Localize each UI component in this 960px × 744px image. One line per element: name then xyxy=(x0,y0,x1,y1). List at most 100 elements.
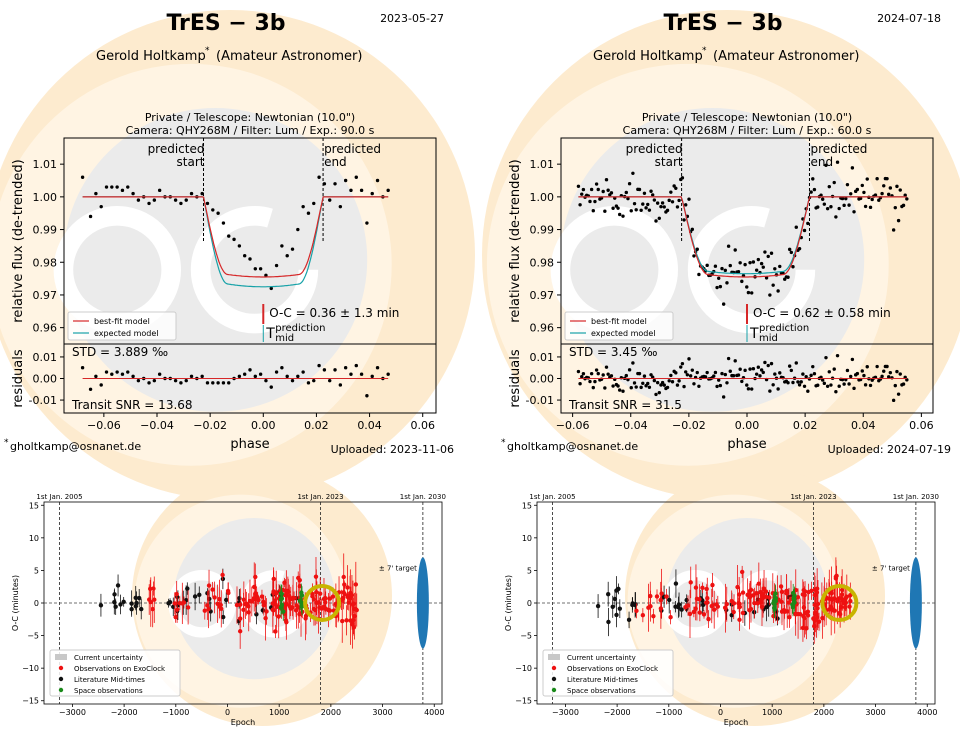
residual-point xyxy=(126,370,130,374)
residual-point xyxy=(624,373,628,378)
residual-point xyxy=(763,360,767,365)
flux-point xyxy=(634,208,638,212)
flux-point xyxy=(674,186,678,191)
telescope-line: Private / Telescope: Newtonian (10.0") xyxy=(145,111,355,124)
oc-text: O-C = 0.36 ± 1.3 min xyxy=(269,306,399,320)
flux-point xyxy=(662,205,666,209)
residual-point xyxy=(301,370,305,374)
exoclock-point xyxy=(651,613,656,619)
flux-point xyxy=(718,284,723,289)
residual-point xyxy=(173,378,178,383)
exoclock-point xyxy=(273,602,278,607)
x-tick-label: 0.04 xyxy=(357,419,382,432)
oc-y-tick-label: 15 xyxy=(29,501,39,510)
flux-point xyxy=(748,260,752,265)
oc-legend-label: Observations on ExoClock xyxy=(74,665,166,673)
target-label: ± 7' target xyxy=(379,564,417,572)
oc-x-tick-label: 0 xyxy=(718,708,723,717)
flux-point xyxy=(860,183,864,188)
residual-point xyxy=(375,366,380,370)
oc-y-tick-label: −5 xyxy=(520,632,532,641)
residual-point xyxy=(860,369,864,373)
residual-point xyxy=(665,385,670,390)
exoclock-point xyxy=(812,624,817,629)
flux-point xyxy=(713,264,718,268)
flux-point xyxy=(751,260,756,264)
flux-point xyxy=(670,200,675,204)
flux-point xyxy=(740,279,744,284)
flux-point xyxy=(669,190,673,194)
legend-best-fit-label: best-fit model xyxy=(94,317,150,326)
flux-point xyxy=(642,191,647,195)
flux-point xyxy=(761,265,765,269)
legend-literature-swatch xyxy=(58,676,64,682)
oc-x-tick-label: 4000 xyxy=(917,708,937,717)
flux-point xyxy=(750,291,754,295)
exoclock-point xyxy=(341,590,346,595)
residual-point xyxy=(837,384,841,388)
residual-point xyxy=(333,368,337,372)
residual-point xyxy=(669,373,673,378)
flux-point xyxy=(882,184,886,188)
watermark-grey-disc xyxy=(63,108,368,412)
flux-point xyxy=(269,286,273,291)
flux-point xyxy=(665,208,670,213)
literature-point xyxy=(197,592,202,598)
x-tick-label: 0.02 xyxy=(304,419,329,432)
residual-tick-label: -0.01 xyxy=(29,394,57,407)
residual-point xyxy=(849,374,853,379)
exoclock-point xyxy=(816,619,822,624)
exoclock-point xyxy=(347,596,353,601)
residual-point xyxy=(768,389,772,393)
flux-point xyxy=(875,176,879,181)
exoclock-point xyxy=(351,601,356,606)
residual-point xyxy=(812,371,817,376)
residual-point xyxy=(606,372,610,376)
flux-point xyxy=(806,221,810,226)
exoclock-point xyxy=(263,616,268,621)
flux-point xyxy=(720,266,724,271)
residual-point xyxy=(713,370,718,375)
residual-point xyxy=(157,372,162,376)
flux-point xyxy=(794,225,798,229)
upload-date: Uploaded: 2024-07-19 xyxy=(828,443,951,456)
flux-point xyxy=(845,182,850,187)
flux-point xyxy=(738,261,742,265)
predicted-end-label: predicted xyxy=(810,142,867,156)
telescope-line: Private / Telescope: Newtonian (10.0") xyxy=(642,111,852,124)
x-tick-label: 0.06 xyxy=(410,419,435,432)
exoclock-point xyxy=(756,581,762,586)
residual-point xyxy=(604,365,609,369)
residual-point xyxy=(888,370,893,375)
y-axis-label: relative flux (de-trended) xyxy=(11,159,26,322)
exoclock-point xyxy=(321,604,326,610)
residual-point xyxy=(349,372,353,376)
flux-point xyxy=(624,190,628,195)
exoclock-point xyxy=(251,596,256,601)
panel-title: TrES − 3b xyxy=(166,11,285,36)
highlight-ring xyxy=(303,584,342,622)
exoclock-point xyxy=(177,600,182,606)
residual-point xyxy=(322,368,327,372)
observation-date: 2024-07-18 xyxy=(877,12,941,25)
residual-point xyxy=(629,386,633,390)
residual-point xyxy=(882,369,886,373)
oc-y-tick-label: 10 xyxy=(29,534,39,543)
y-tick-label: 0.98 xyxy=(530,256,555,269)
residual-point xyxy=(652,378,657,383)
observer-name: Gerold Holtkamp xyxy=(96,49,206,64)
residual-point xyxy=(794,361,798,365)
legend-expected-label: expected model xyxy=(591,329,656,338)
flux-point xyxy=(646,202,650,207)
flux-point xyxy=(721,302,726,306)
residual-point xyxy=(697,384,701,388)
residual-point xyxy=(677,379,681,383)
residual-point xyxy=(617,388,622,392)
exoclock-point xyxy=(212,595,217,600)
camera-line: Camera: QHY268M / Filter: Lum / Exp.: 60… xyxy=(623,124,872,137)
residual-point xyxy=(280,366,284,370)
residual-point xyxy=(736,373,741,377)
flux-point xyxy=(654,219,658,223)
flux-point xyxy=(717,276,721,280)
flux-point xyxy=(888,186,893,190)
